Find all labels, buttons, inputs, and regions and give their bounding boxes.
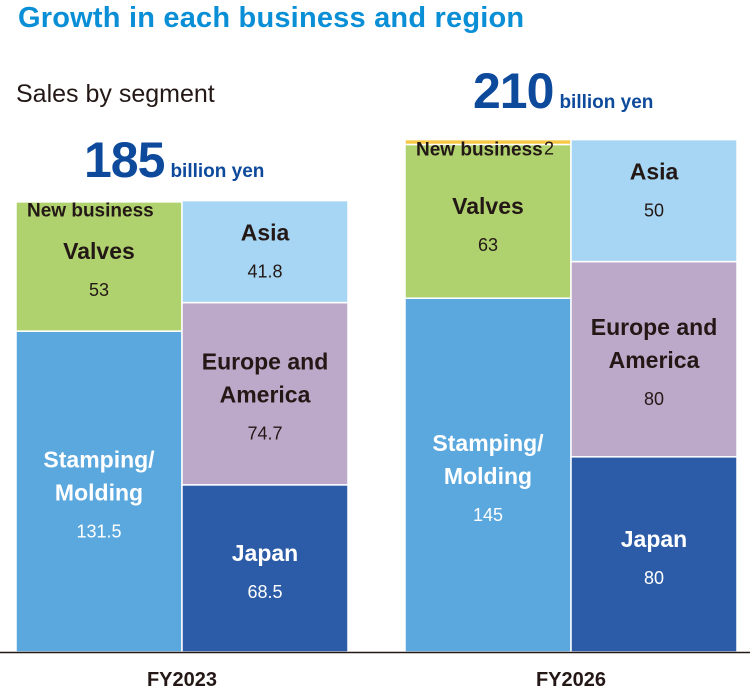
bar-fy2023-region-europe — [181, 301, 349, 486]
value-fy2026-asia: 50 — [644, 201, 664, 221]
value-fy2026-stamping: 145 — [473, 505, 503, 525]
value-fy2023-stamping: 131.5 — [76, 522, 121, 542]
value-fy2026-newbiz: 2 — [544, 139, 554, 159]
bar-fy2026-region-asia — [570, 138, 738, 263]
label-fy2023-stamping-0: Stamping/ — [43, 447, 155, 473]
bar-fy2023-segment-valves — [15, 201, 183, 332]
label-fy2023-asia-0: Asia — [241, 220, 290, 246]
total-fy2023-value: 185 — [84, 132, 165, 188]
value-fy2026-valves: 63 — [478, 235, 498, 255]
bar-fy2026-segment-stamping — [404, 297, 572, 653]
value-fy2023-asia: 41.8 — [247, 262, 282, 282]
bar-fy2023-region-japan — [181, 484, 349, 653]
year-label-fy2026: FY2026 — [536, 669, 606, 691]
label-fy2023-stamping-1: Molding — [55, 480, 143, 506]
label-fy2026-valves-0: Valves — [452, 193, 524, 219]
value-fy2023-valves: 53 — [89, 280, 109, 300]
chart-title: Growth in each business and region — [18, 2, 525, 34]
bar-fy2023-segment-stamping — [15, 330, 183, 653]
value-fy2023-japan: 68.5 — [247, 582, 282, 602]
label-fy2026-asia-0: Asia — [630, 159, 679, 185]
bar-fy2026-segment-valves — [404, 143, 572, 299]
label-fy2023-japan-0: Japan — [232, 540, 298, 566]
label-fy2023-europe-0: Europe and — [202, 349, 329, 375]
label-fy2026-stamping-1: Molding — [444, 463, 532, 489]
year-label-fy2023: FY2023 — [147, 669, 217, 691]
chart-subtitle: Sales by segment — [16, 80, 215, 108]
total-fy2023-unit: billion yen — [170, 161, 265, 182]
total-fy2023: 185 billion yen — [84, 131, 264, 189]
total-fy2026: 210 billion yen — [473, 62, 653, 120]
label-fy2026-europe-0: Europe and — [591, 314, 718, 340]
bar-fy2026-region-europe — [570, 260, 738, 458]
label-fy2023-europe-1: America — [220, 382, 311, 408]
label-fy2026-newbiz: New business — [416, 140, 543, 161]
bar-fy2026-region-japan — [570, 456, 738, 653]
label-fy2023-valves-0: Valves — [63, 238, 135, 264]
bar-fy2023-region-asia — [181, 199, 349, 304]
label-fy2023-newbiz: New business — [27, 201, 154, 222]
value-fy2026-japan: 80 — [644, 568, 664, 588]
label-fy2026-japan-0: Japan — [621, 526, 687, 552]
value-fy2023-europe: 74.7 — [247, 424, 282, 444]
total-fy2026-value: 210 — [473, 63, 554, 119]
label-fy2026-europe-1: America — [609, 347, 700, 373]
label-fy2026-stamping-0: Stamping/ — [432, 430, 544, 456]
value-fy2026-europe: 80 — [644, 389, 664, 409]
total-fy2026-unit: billion yen — [559, 92, 654, 113]
